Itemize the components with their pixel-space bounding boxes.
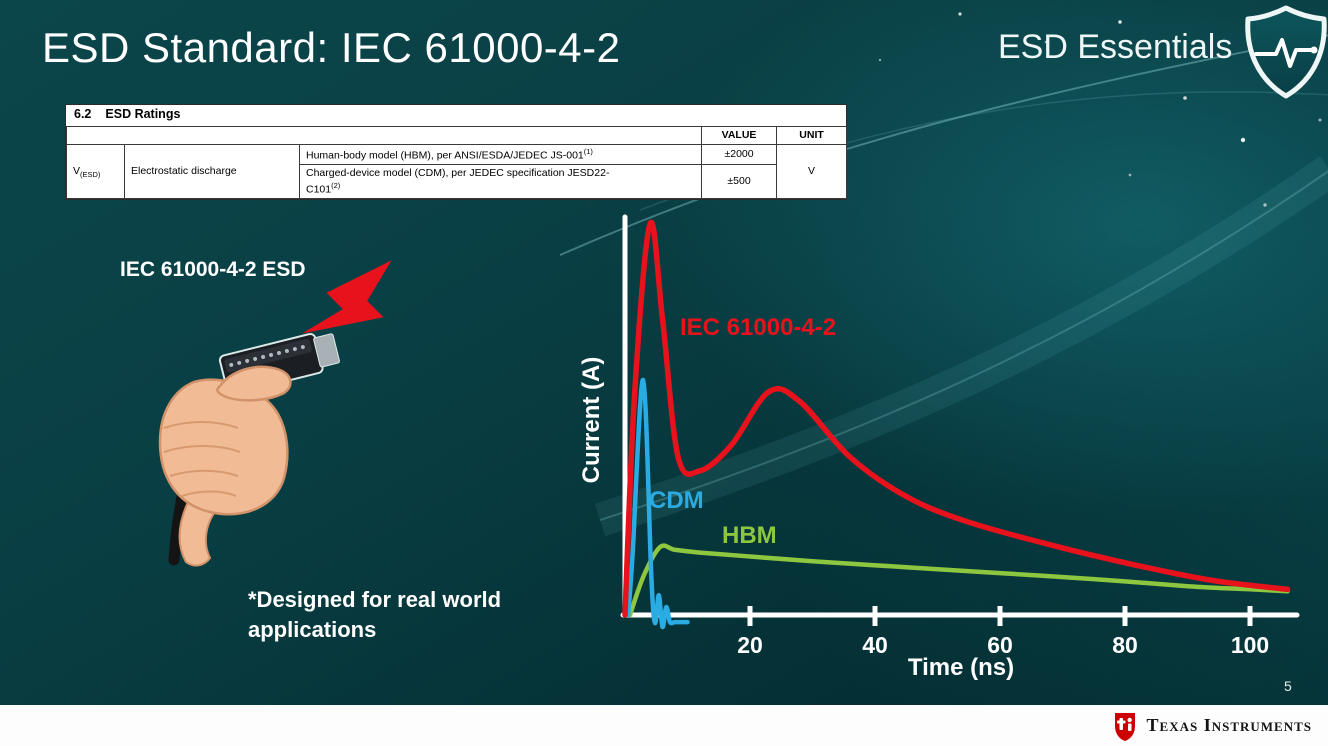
cdm-description-cell: Charged-device model (CDM), per JEDEC sp… — [298, 164, 703, 200]
x-tick-label-80: 80 — [1112, 632, 1138, 658]
table-section-heading: 6.2 ESD Ratings — [66, 105, 846, 126]
cdm-description-line2: C101 — [306, 183, 332, 195]
connector-pins — [229, 345, 305, 367]
real-world-note-line2: applications — [248, 617, 377, 642]
wrist — [178, 500, 220, 567]
table-header-row: VALUE UNIT — [65, 125, 848, 145]
x-tick-label-60: 60 — [987, 632, 1013, 658]
x-tick-label-20: 20 — [737, 632, 763, 658]
x-axis-label: Time (ns) — [908, 654, 1014, 681]
header-unit: UNIT — [776, 125, 848, 145]
table-row-cdm: Charged-device model (CDM), per JEDEC sp… — [67, 164, 847, 200]
hbm-value-cell: ±2000 — [701, 143, 778, 166]
finger-creases — [163, 421, 241, 497]
illustration-caption: IEC 61000-4-2 ESD — [120, 258, 306, 281]
table-row-hbm: V(ESD) Electrostatic discharge Human-bod… — [66, 143, 848, 200]
series-curve-cdm — [625, 377, 690, 630]
hbm-description-cell: Human-body model (HBM), per ANSI/ESDA/JE… — [298, 143, 703, 166]
y-axis-label: Current (A) — [578, 357, 605, 484]
cdm-footnote-ref: (2) — [331, 180, 341, 190]
series-label-hbm: HBM — [722, 522, 777, 549]
param-symbol-cell: V(ESD) — [66, 143, 125, 200]
header-empty-cell — [65, 125, 703, 145]
table-section-number: 6.2 — [74, 107, 92, 121]
ti-logo-text: Texas Instruments — [1146, 715, 1312, 735]
series-curve-hbm — [627, 543, 1290, 618]
header-value: VALUE — [701, 125, 778, 145]
param-subscript: (ESD) — [80, 169, 101, 179]
cdm-description-line1: Charged-device model (CDM), per JEDEC sp… — [306, 167, 610, 180]
table-section-title: ESD Ratings — [105, 107, 181, 121]
x-tick-label-100: 100 — [1231, 632, 1269, 658]
x-tick-label-40: 40 — [862, 632, 888, 658]
footer-bar: Texas Instruments — [0, 705, 1328, 746]
esd-ratings-table: 6.2 ESD Ratings VALUE UNIT V(ESD) Electr… — [65, 104, 848, 201]
real-world-note-line1: *Designed for real world — [248, 587, 502, 612]
hand-cable-illustration — [158, 260, 392, 567]
esd-lightning-bolt-icon — [302, 260, 392, 334]
slide-title: ESD Standard: IEC 61000-4-2 — [42, 24, 621, 71]
hbm-description: Human-body model (HBM), per ANSI/ESDA/JE… — [306, 149, 584, 162]
waveform-chart: 20 40 60 80 100 Time (ns) Current (A) IEC 61… — [578, 214, 1300, 681]
ti-logo-icon — [1114, 712, 1135, 741]
param-symbol: V — [73, 164, 81, 177]
thumb — [216, 365, 292, 402]
series-curve-iec-61000-4-2 — [622, 219, 1291, 618]
unit-cell: V — [776, 143, 848, 200]
ratings-table-grid: VALUE UNIT V(ESD) Electrostatic discharg… — [65, 125, 848, 200]
series-label-iec: IEC 61000-4-2 — [680, 314, 836, 341]
esd-shield-icon — [1245, 5, 1327, 99]
hbm-footnote-ref: (1) — [583, 146, 593, 156]
series-label-cdm: CDM — [649, 487, 704, 514]
series-brand-text: ESD Essentials — [998, 28, 1233, 66]
param-name-cell: Electrostatic discharge — [124, 143, 300, 200]
page-number: 5 — [1284, 678, 1292, 694]
cdm-value-cell: ±500 — [701, 164, 778, 200]
real-world-note: *Designed for real world applications — [248, 585, 501, 645]
chart-series-curves — [622, 219, 1291, 630]
x-axis-ticks: 20 40 60 80 100 — [737, 606, 1269, 658]
